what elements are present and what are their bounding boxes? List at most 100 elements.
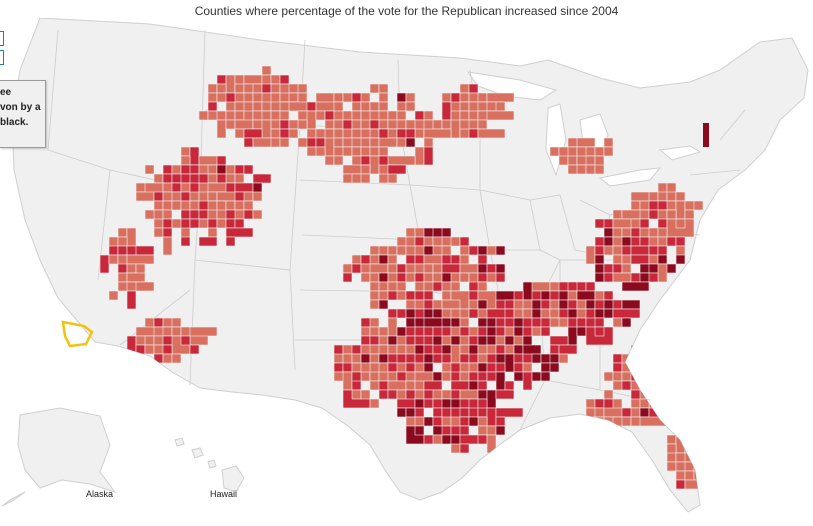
county[interactable] [450,317,461,328]
county[interactable] [657,245,668,256]
county[interactable] [234,128,245,139]
county[interactable] [468,299,479,310]
county[interactable] [378,389,389,400]
county[interactable] [585,245,596,265]
county[interactable] [288,128,299,139]
county[interactable] [234,200,245,211]
county[interactable] [342,128,353,139]
county[interactable] [666,371,677,382]
county[interactable] [675,362,686,373]
county[interactable] [351,353,362,364]
county[interactable] [153,353,164,364]
county[interactable] [387,389,398,400]
county[interactable] [396,110,407,121]
county[interactable] [603,371,614,382]
county[interactable] [612,362,623,373]
county[interactable] [576,299,587,310]
county[interactable] [576,317,587,328]
county[interactable] [216,119,227,139]
county[interactable] [495,335,506,346]
county[interactable] [414,146,425,166]
county[interactable] [243,74,263,85]
county[interactable] [486,389,497,409]
county[interactable] [225,110,236,121]
county[interactable] [126,290,137,310]
county[interactable] [486,101,497,112]
county[interactable] [504,353,515,373]
county[interactable] [675,479,686,490]
county[interactable] [225,236,236,247]
county[interactable] [360,389,371,400]
county[interactable] [432,281,443,292]
county[interactable] [432,389,443,400]
county[interactable] [549,146,560,157]
county[interactable] [369,299,380,310]
county[interactable] [441,317,452,328]
county[interactable] [117,236,128,247]
county[interactable] [423,362,434,373]
county[interactable] [675,353,695,364]
county[interactable] [495,317,506,328]
county[interactable] [684,479,713,490]
county[interactable] [540,299,551,310]
county[interactable] [225,227,254,238]
county[interactable] [549,362,560,373]
county[interactable] [171,326,182,337]
county[interactable] [432,353,443,364]
county[interactable] [477,362,488,373]
county[interactable] [684,452,695,463]
county[interactable] [621,416,632,427]
county[interactable] [144,335,155,346]
county[interactable] [585,146,596,157]
county[interactable] [351,146,362,157]
county[interactable] [441,326,452,337]
county[interactable] [666,452,677,463]
county[interactable] [630,200,641,211]
county[interactable] [369,101,380,112]
county[interactable] [396,272,407,283]
county[interactable] [216,83,227,94]
county[interactable] [657,371,668,382]
county[interactable] [198,236,218,247]
county[interactable] [225,200,236,211]
county[interactable] [603,425,614,436]
county[interactable] [117,263,128,274]
county[interactable] [333,155,344,166]
county[interactable] [477,128,506,139]
county[interactable] [180,191,191,202]
county[interactable] [594,407,605,418]
county[interactable] [612,308,641,319]
county[interactable] [126,227,137,247]
county[interactable] [540,290,551,301]
county[interactable] [162,326,173,337]
county[interactable] [603,299,614,310]
county[interactable] [351,389,362,400]
county[interactable] [441,101,452,121]
county[interactable] [459,443,470,454]
county[interactable] [459,353,470,364]
county[interactable] [144,164,155,175]
county[interactable] [234,173,245,184]
county[interactable] [405,254,416,265]
county[interactable] [405,101,416,112]
county[interactable] [495,416,506,427]
county[interactable] [450,254,461,265]
county[interactable] [396,407,407,418]
county[interactable] [549,335,569,346]
county[interactable] [189,326,218,337]
county[interactable] [666,209,677,220]
county[interactable] [603,308,614,319]
county[interactable] [189,344,200,355]
county[interactable] [153,227,164,238]
county[interactable] [459,416,470,427]
county[interactable] [369,137,380,148]
zoom-out-button[interactable] [0,50,4,65]
county[interactable] [369,335,380,346]
county[interactable] [585,398,596,409]
county[interactable] [405,128,416,139]
county[interactable] [594,398,605,409]
county[interactable] [441,425,452,436]
county[interactable] [414,326,425,337]
county[interactable] [189,209,200,220]
county[interactable] [378,380,389,391]
